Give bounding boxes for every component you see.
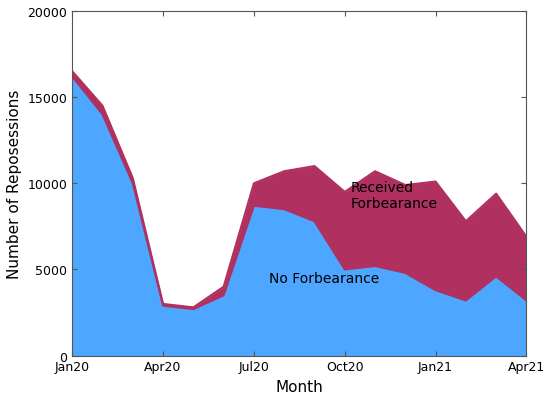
X-axis label: Month: Month (275, 379, 323, 394)
Text: No Forbearance: No Forbearance (269, 271, 379, 286)
Y-axis label: Number of Reposessions: Number of Reposessions (7, 89, 22, 278)
Text: Received
Forbearance: Received Forbearance (351, 181, 438, 211)
